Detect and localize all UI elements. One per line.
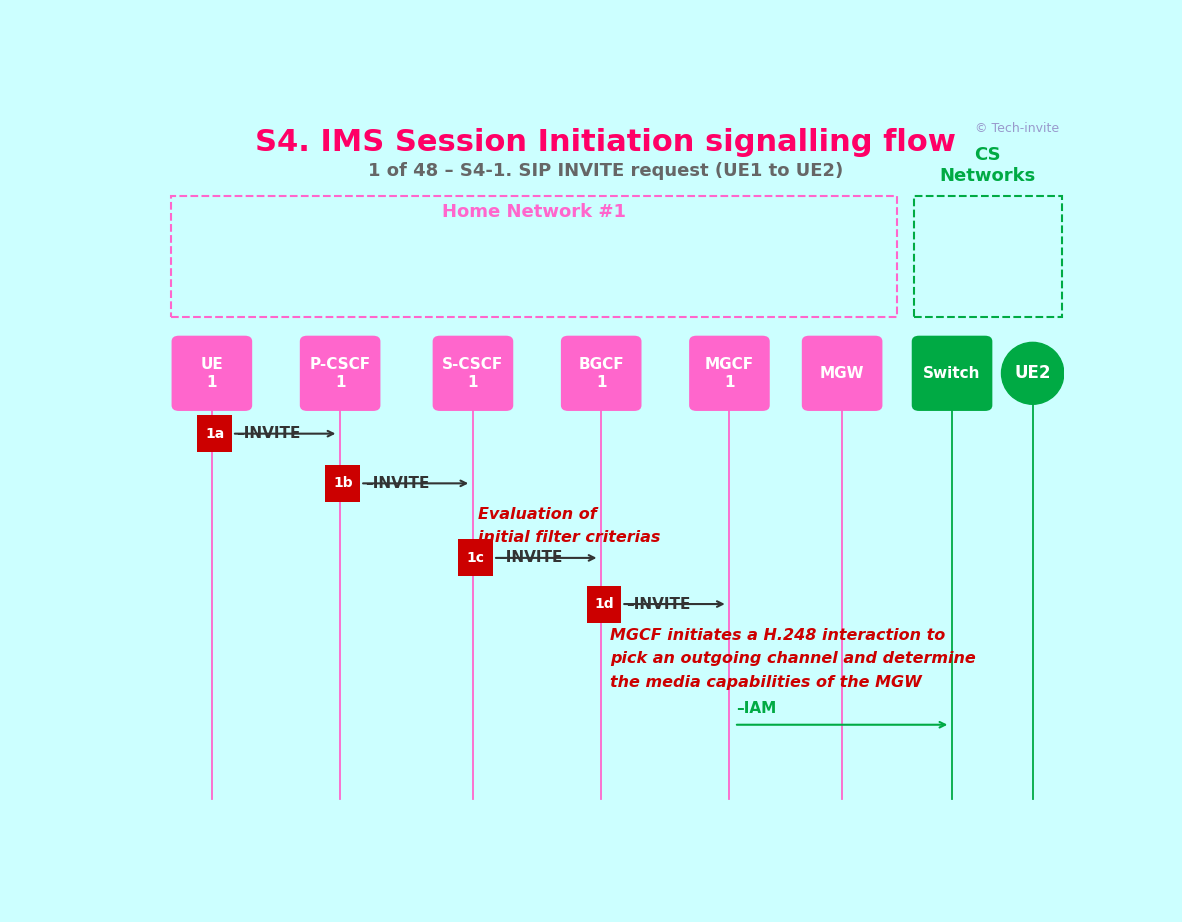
FancyBboxPatch shape (459, 539, 493, 576)
Text: –INVITE: –INVITE (236, 426, 301, 441)
Text: UE2: UE2 (1014, 364, 1051, 383)
FancyBboxPatch shape (689, 336, 769, 411)
FancyBboxPatch shape (433, 336, 513, 411)
Text: –INVITE: –INVITE (498, 550, 563, 565)
Text: MGW: MGW (820, 366, 864, 381)
Text: CS
Networks: CS Networks (940, 147, 1035, 185)
Text: –INVITE: –INVITE (626, 597, 690, 611)
Text: 1a: 1a (204, 427, 225, 441)
Text: 1c: 1c (467, 551, 485, 565)
Text: –INVITE: –INVITE (365, 476, 429, 491)
Text: 1d: 1d (595, 597, 613, 611)
Text: UE
1: UE 1 (201, 357, 223, 389)
Text: P-CSCF
1: P-CSCF 1 (310, 357, 371, 389)
Text: 1 of 48 – S4-1. SIP INVITE request (UE1 to UE2): 1 of 48 – S4-1. SIP INVITE request (UE1 … (368, 162, 844, 180)
FancyBboxPatch shape (171, 336, 252, 411)
Text: Switch: Switch (923, 366, 981, 381)
Text: S-CSCF
1: S-CSCF 1 (442, 357, 504, 389)
Text: MGCF
1: MGCF 1 (704, 357, 754, 389)
FancyBboxPatch shape (586, 585, 622, 622)
FancyBboxPatch shape (197, 415, 232, 452)
Text: S4. IMS Session Initiation signalling flow: S4. IMS Session Initiation signalling fl… (255, 128, 956, 157)
FancyBboxPatch shape (325, 465, 361, 502)
FancyBboxPatch shape (801, 336, 883, 411)
Text: MGCF initiates a H.248 interaction to
pick an outgoing channel and determine
the: MGCF initiates a H.248 interaction to pi… (610, 628, 976, 690)
FancyBboxPatch shape (300, 336, 381, 411)
Text: –IAM: –IAM (736, 702, 777, 716)
Text: © Tech-invite: © Tech-invite (975, 122, 1059, 135)
Text: BGCF
1: BGCF 1 (578, 357, 624, 389)
Text: 1b: 1b (333, 477, 352, 491)
Ellipse shape (1001, 342, 1064, 404)
FancyBboxPatch shape (911, 336, 993, 411)
FancyBboxPatch shape (561, 336, 642, 411)
Text: Home Network #1: Home Network #1 (442, 203, 625, 221)
Text: Evaluation of
initial filter criterias: Evaluation of initial filter criterias (478, 507, 660, 545)
